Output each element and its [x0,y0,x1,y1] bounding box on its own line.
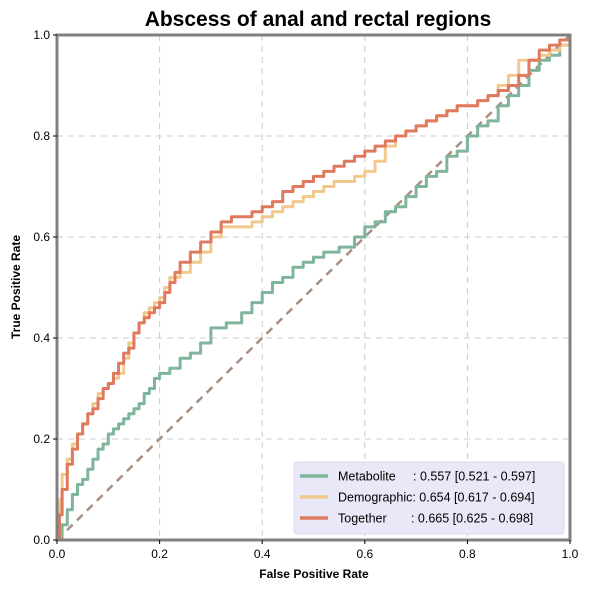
y-tick-label-5: 1.0 [33,28,50,42]
y-tick-label-2: 0.4 [33,331,50,345]
y-axis-ticks: 0.0 0.2 0.4 0.6 0.8 1.0 [33,28,57,547]
y-tick-label-0: 0.0 [33,533,50,547]
x-tick-label-5: 1.0 [562,547,579,561]
plot-frame [55,33,572,542]
legend-label-metabolite: Metabolite : 0.557 [0.521 - 0.597] [338,470,535,484]
x-tick-label-4: 0.8 [459,547,476,561]
series-line-together [57,35,572,542]
x-tick-label-3: 0.6 [356,547,373,561]
series-line-metabolite [57,35,572,542]
x-tick-label-1: 0.2 [151,547,168,561]
legend: Metabolite : 0.557 [0.521 - 0.597] Demogr… [293,461,565,535]
chart-title: Abscess of anal and rectal regions [145,8,492,31]
grid-lines [57,35,570,540]
y-tick-label-4: 0.8 [33,129,50,143]
x-tick-label-0: 0.0 [49,547,66,561]
x-axis-label: False Positive Rate [259,567,369,581]
legend-label-demographic: Demographic: 0.654 [0.617 - 0.694] [338,491,535,505]
y-tick-label-3: 0.6 [33,230,50,244]
chance-diagonal [56,34,571,541]
x-axis-ticks: 0.0 0.2 0.4 0.6 0.8 1.0 [49,540,579,561]
legend-label-together: Together : 0.665 [0.625 - 0.698] [338,512,533,526]
series-layer [57,35,572,542]
legend-box [293,461,565,535]
y-tick-label-1: 0.2 [33,432,50,446]
y-axis-label: True Positive Rate [9,235,23,339]
chance-line [56,34,571,541]
x-tick-label-2: 0.4 [254,547,271,561]
